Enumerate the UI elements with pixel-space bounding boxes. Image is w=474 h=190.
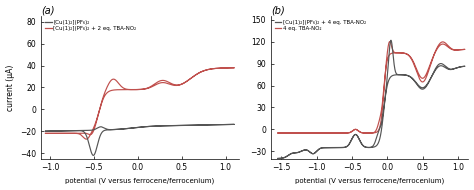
Legend: [Cu(1)₂](PF₆)₂ + 4 eq. TBA-NO₂, 4 eq. TBA-NO₂: [Cu(1)₂](PF₆)₂ + 4 eq. TBA-NO₂, 4 eq. TB…: [273, 19, 367, 32]
X-axis label: potential (V versus ferrocene/ferrocenium): potential (V versus ferrocene/ferroceniu…: [65, 178, 215, 184]
Legend: [Cu(1)₂](PF₆)₂, [Cu(1)₂](PF₆)₂ + 2 eq. TBA-NO₂: [Cu(1)₂](PF₆)₂, [Cu(1)₂](PF₆)₂ + 2 eq. T…: [44, 19, 137, 32]
Text: (b): (b): [271, 6, 284, 16]
Text: (a): (a): [41, 6, 55, 16]
Y-axis label: current (μA): current (μA): [6, 64, 15, 111]
X-axis label: potential (V versus ferrocene/ferrocenium): potential (V versus ferrocene/ferroceniu…: [295, 178, 444, 184]
